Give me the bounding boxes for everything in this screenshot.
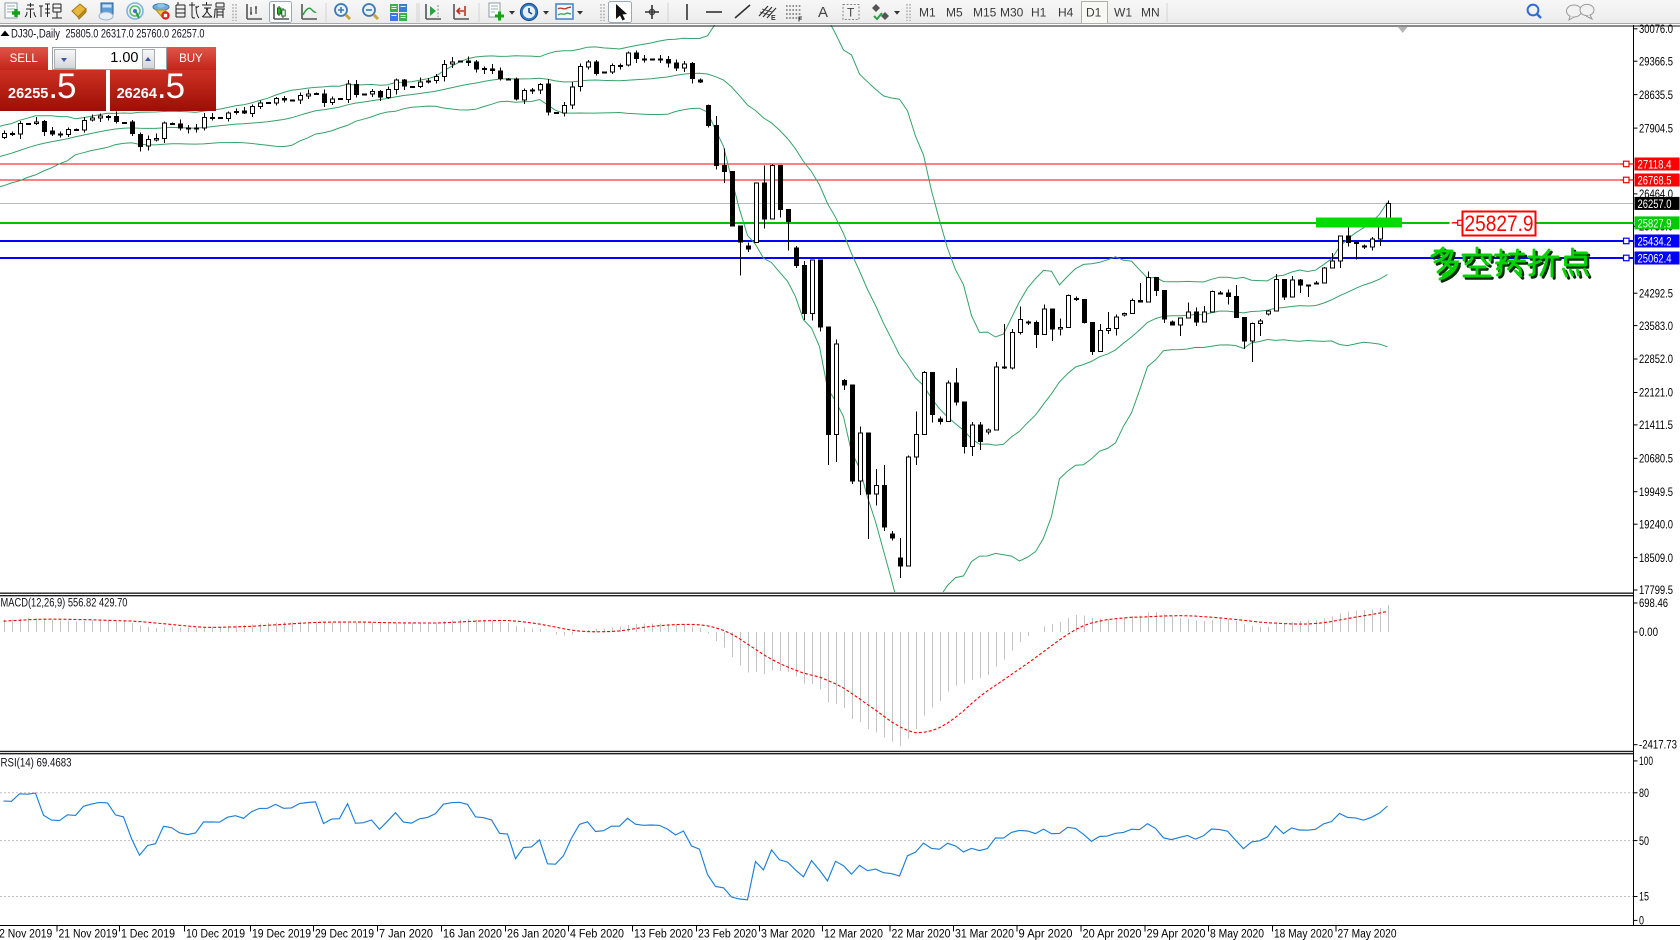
svg-text:17799.5: 17799.5 (1639, 585, 1673, 597)
svg-text:31 Mar 2020: 31 Mar 2020 (955, 928, 1014, 940)
svg-text:RSI(14) 69.4683: RSI(14) 69.4683 (1, 758, 72, 770)
svg-text:26768.5: 26768.5 (1638, 175, 1672, 187)
svg-text:E: E (771, 15, 776, 22)
svg-text:12 Mar 2020: 12 Mar 2020 (824, 928, 883, 940)
svg-text:F: F (798, 17, 803, 24)
svg-text:9 Apr 2020: 9 Apr 2020 (1019, 928, 1073, 940)
svg-text:15: 15 (1639, 892, 1649, 904)
svg-text:25062.4: 25062.4 (1638, 253, 1672, 265)
svg-text:22852.0: 22852.0 (1639, 354, 1673, 366)
svg-text:27 May 2020: 27 May 2020 (1338, 928, 1397, 940)
svg-text:10 Dec 2019: 10 Dec 2019 (186, 928, 245, 940)
svg-text:M5: M5 (946, 6, 963, 20)
svg-text:23583.0: 23583.0 (1639, 321, 1673, 333)
svg-text:80: 80 (1639, 788, 1649, 800)
svg-text:18509.0: 18509.0 (1639, 553, 1673, 565)
svg-text:25434.2: 25434.2 (1638, 236, 1672, 248)
svg-text:0.00: 0.00 (1639, 627, 1658, 639)
svg-text:8 May 2020: 8 May 2020 (1210, 928, 1264, 940)
svg-text:20680.5: 20680.5 (1639, 454, 1673, 466)
svg-text:H1: H1 (1031, 6, 1047, 20)
svg-text:50: 50 (1639, 836, 1649, 848)
svg-text:27904.5: 27904.5 (1639, 123, 1673, 135)
svg-text:4 Feb 2020: 4 Feb 2020 (570, 928, 624, 940)
svg-text:T: T (847, 6, 855, 20)
svg-text:-2417.73: -2417.73 (1639, 740, 1677, 752)
svg-text:30076.0: 30076.0 (1639, 24, 1673, 36)
svg-text:25805.0 26317.0 25760.0 26257.: 25805.0 26317.0 25760.0 26257.0 (66, 29, 205, 41)
svg-text:D1: D1 (1086, 6, 1102, 20)
svg-text:H4: H4 (1058, 6, 1074, 20)
svg-text:1 Dec 2019: 1 Dec 2019 (121, 928, 175, 940)
svg-text:19 Dec 2019: 19 Dec 2019 (252, 928, 311, 940)
svg-text:M30: M30 (1000, 6, 1024, 20)
svg-text:18 May 2020: 18 May 2020 (1274, 928, 1333, 940)
svg-text:27118.4: 27118.4 (1638, 159, 1673, 171)
svg-text:25827.9: 25827.9 (1638, 218, 1672, 230)
svg-text:29366.5: 29366.5 (1639, 56, 1673, 68)
svg-text:24292.5: 24292.5 (1639, 288, 1673, 300)
svg-text:0: 0 (1639, 916, 1644, 928)
svg-text:M15: M15 (973, 6, 997, 20)
svg-text:100: 100 (1639, 756, 1653, 768)
svg-text:W1: W1 (1114, 6, 1132, 20)
svg-text:MACD(12,26,9) 556.82 429.70: MACD(12,26,9) 556.82 429.70 (1, 598, 128, 610)
svg-text:DJ30-,Daily: DJ30-,Daily (11, 29, 60, 41)
svg-text:25827.9: 25827.9 (1465, 211, 1534, 236)
svg-text:21411.5: 21411.5 (1639, 420, 1673, 432)
svg-text:26257.0: 26257.0 (1638, 199, 1672, 211)
svg-text:19240.0: 19240.0 (1639, 519, 1673, 531)
svg-text:28635.5: 28635.5 (1639, 90, 1673, 102)
svg-text:21 Nov 2019: 21 Nov 2019 (59, 928, 118, 940)
svg-text:29 Apr 2020: 29 Apr 2020 (1147, 928, 1206, 940)
svg-text:M1: M1 (919, 6, 936, 20)
svg-text:20 Apr 2020: 20 Apr 2020 (1083, 928, 1142, 940)
svg-text:19949.5: 19949.5 (1639, 487, 1673, 499)
svg-text:22 Mar 2020: 22 Mar 2020 (892, 928, 951, 940)
svg-text:12 Nov 2019: 12 Nov 2019 (0, 928, 52, 940)
svg-text:3 Mar 2020: 3 Mar 2020 (761, 928, 815, 940)
svg-text:26 Jan 2020: 26 Jan 2020 (507, 928, 566, 940)
svg-text:7 Jan 2020: 7 Jan 2020 (379, 928, 433, 940)
svg-text:16 Jan 2020: 16 Jan 2020 (443, 928, 502, 940)
svg-text:698.46: 698.46 (1639, 598, 1668, 610)
svg-text:23 Feb 2020: 23 Feb 2020 (698, 928, 757, 940)
svg-text:A: A (818, 4, 828, 21)
svg-text:22121.0: 22121.0 (1639, 388, 1673, 400)
svg-text:MN: MN (1141, 6, 1160, 20)
svg-text:13 Feb 2020: 13 Feb 2020 (634, 928, 693, 940)
svg-text:29 Dec 2019: 29 Dec 2019 (315, 928, 374, 940)
